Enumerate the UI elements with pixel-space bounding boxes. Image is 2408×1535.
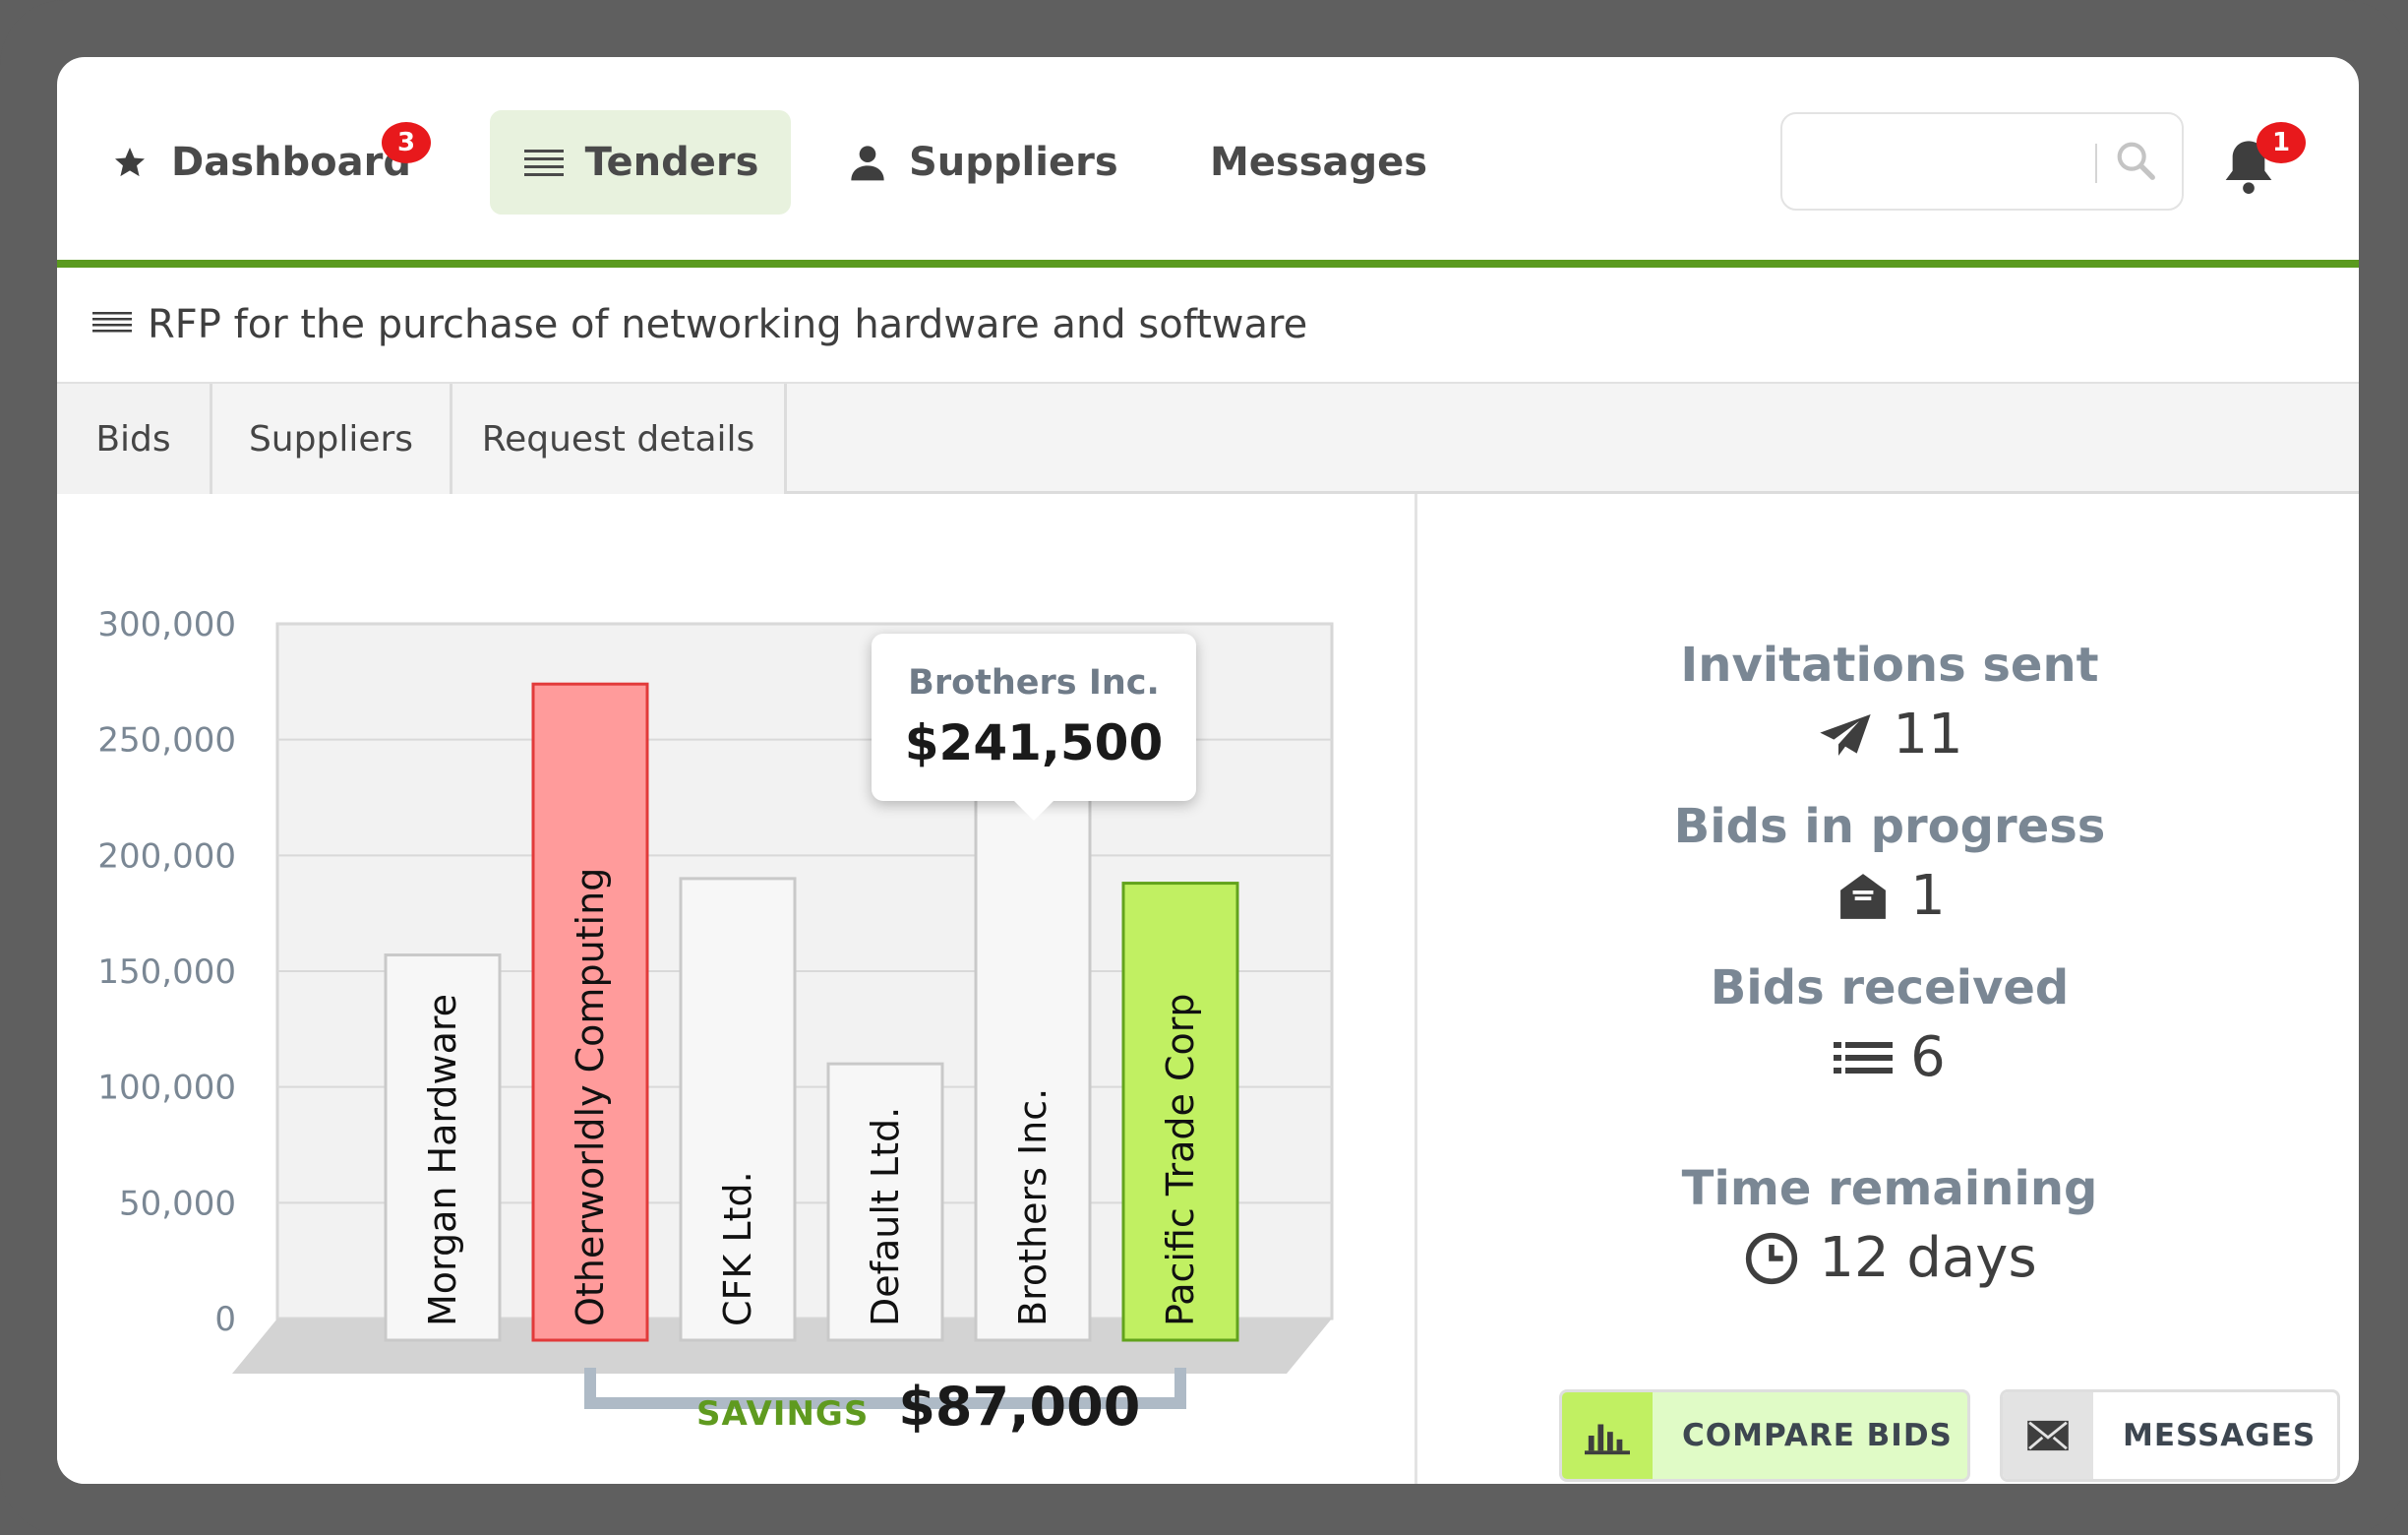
search-icon[interactable] (2113, 138, 2164, 189)
stat-time-remaining: Time remaining 12 days (1417, 1161, 2359, 1290)
search-input[interactable] (1798, 134, 2083, 189)
y-tick-label: 50,000 (119, 1184, 236, 1223)
y-tick-label: 200,000 (97, 836, 236, 876)
messages-button[interactable]: MESSAGES (2000, 1389, 2340, 1482)
tab-bids[interactable]: Bids (57, 384, 212, 494)
bid-tooltip: Brothers Inc. $241,500 (872, 634, 1196, 821)
compare-bids-button[interactable]: COMPARE BIDS (1559, 1389, 1970, 1482)
bar-label: Brothers Inc. (1011, 1088, 1054, 1326)
bar (531, 682, 649, 1342)
savings-summary: SAVINGS $87,000 (696, 1376, 1140, 1438)
notification-badge: 1 (2257, 122, 2306, 163)
bar (679, 877, 797, 1342)
app-window: Dashboard 3 Tenders Suppliers Messages (57, 57, 2359, 1484)
search-divider (2095, 144, 2097, 183)
stat-received-value: 6 (1910, 1025, 1946, 1089)
nav-suppliers-label: Suppliers (909, 140, 1118, 185)
bar (384, 953, 502, 1342)
nav-suppliers[interactable]: Suppliers (846, 110, 1118, 215)
paper-plane-icon (1816, 707, 1875, 763)
tooltip-amount: $241,500 (904, 714, 1164, 771)
nav-dashboard-label: Dashboard (171, 140, 411, 185)
savings-value: $87,000 (898, 1376, 1141, 1438)
bar (1121, 882, 1239, 1342)
bar-label: Pacific Trade Corp (1159, 994, 1202, 1327)
nav-underline (57, 260, 2359, 268)
page-header: RFP for the purchase of networking hardw… (57, 268, 2359, 384)
bar (826, 1062, 944, 1342)
stat-in-progress-label: Bids in progress (1673, 799, 2106, 854)
tab-suppliers[interactable]: Suppliers (212, 384, 452, 494)
stat-invitations: Invitations sent 11 (1417, 638, 2359, 767)
stat-time-label: Time remaining (1681, 1161, 2098, 1216)
tab-bar: Bids Suppliers Request details (57, 384, 2359, 494)
stat-received-label: Bids received (1710, 960, 2070, 1015)
list-icon (522, 141, 566, 184)
rfp-list-icon (92, 310, 132, 339)
stat-in-progress-value: 1 (1910, 864, 1946, 928)
stat-invitations-label: Invitations sent (1680, 638, 2099, 693)
nav-tenders[interactable]: Tenders (490, 110, 791, 215)
bids-chart-panel: 0 50,000 100,000 150,000 200,000 250,000 300,0… (57, 494, 1415, 1484)
bar-label: Morgan Hardware (421, 994, 464, 1326)
stat-invitations-value: 11 (1893, 703, 1963, 767)
tab-suppliers-label: Suppliers (248, 418, 414, 460)
dashboard-badge: 3 (382, 122, 431, 163)
tab-bids-label: Bids (95, 418, 171, 460)
stats-panel: Invitations sent 11 Bids in progress 1 B… (1415, 494, 2359, 1484)
user-icon (846, 141, 889, 184)
tooltip-arrow (1014, 801, 1054, 821)
tab-request-details-label: Request details (481, 418, 755, 460)
tab-request-details[interactable]: Request details (452, 384, 787, 494)
savings-label: SAVINGS (696, 1394, 870, 1434)
y-tick-label: 0 (214, 1300, 236, 1339)
tooltip-supplier: Brothers Inc. (908, 663, 1160, 703)
stat-in-progress: Bids in progress 1 (1417, 799, 2359, 928)
y-tick-label: 300,000 (97, 605, 236, 645)
bar-label: CFK Ltd. (716, 1171, 759, 1326)
clock-icon (1742, 1231, 1801, 1286)
bar-chart-icon (1562, 1392, 1653, 1479)
nav-tenders-label: Tenders (584, 140, 759, 185)
bids-chart: 0 50,000 100,000 150,000 200,000 250,000 300,0… (97, 605, 1334, 1409)
y-tick-label: 100,000 (97, 1069, 236, 1108)
bar-label: Otherworldly Computing (569, 868, 612, 1326)
page-title: RFP for the purchase of networking hardw… (148, 302, 1308, 347)
bar-label: Default Ltd. (864, 1107, 907, 1326)
nav-dashboard[interactable]: Dashboard (108, 110, 411, 215)
savings-bracket (584, 1368, 1186, 1409)
y-tick-label: 250,000 (97, 721, 236, 761)
envelope-icon (2003, 1392, 2093, 1479)
search-box[interactable] (1780, 112, 2184, 211)
top-nav: Dashboard 3 Tenders Suppliers Messages (57, 57, 2359, 262)
nav-messages-label: Messages (1210, 140, 1428, 185)
open-envelope-icon (1834, 869, 1893, 924)
compare-bids-label: COMPARE BIDS (1682, 1418, 1953, 1453)
list-grid-icon (1834, 1030, 1894, 1085)
star-icon (108, 141, 151, 184)
messages-label: MESSAGES (2123, 1418, 2317, 1453)
stat-time-value: 12 days (1819, 1226, 2037, 1290)
stat-received: Bids received 6 (1417, 960, 2359, 1089)
nav-messages[interactable]: Messages (1210, 110, 1427, 215)
y-tick-label: 150,000 (97, 952, 236, 992)
